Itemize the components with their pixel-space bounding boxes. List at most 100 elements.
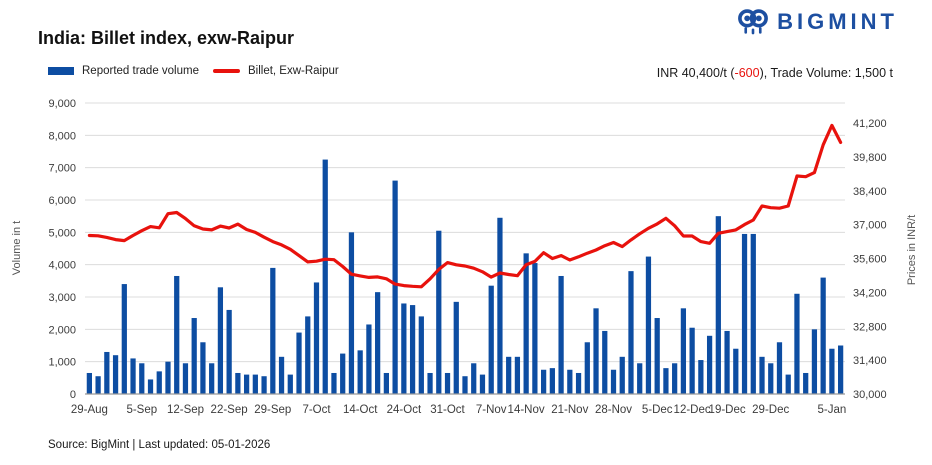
- svg-text:3,000: 3,000: [48, 292, 76, 304]
- volume-bar[interactable]: [672, 363, 678, 394]
- volume-bar[interactable]: [357, 350, 363, 394]
- volume-bar[interactable]: [409, 305, 416, 394]
- volume-bar[interactable]: [471, 363, 477, 394]
- volume-bar[interactable]: [768, 363, 774, 394]
- volume-bar[interactable]: [602, 330, 608, 394]
- volume-bar[interactable]: [331, 372, 337, 394]
- volume-bar[interactable]: [392, 180, 398, 394]
- volume-bar[interactable]: [829, 348, 835, 394]
- chart-title: India: Billet index, exw-Raipur: [38, 28, 295, 48]
- volume-bar[interactable]: [252, 374, 258, 394]
- volume-bar[interactable]: [139, 363, 145, 394]
- volume-bar[interactable]: [340, 353, 346, 394]
- volume-bar[interactable]: [724, 330, 730, 394]
- volume-bar[interactable]: [401, 303, 407, 394]
- volume-bar[interactable]: [418, 316, 424, 394]
- volume-bar[interactable]: [584, 342, 590, 394]
- volume-bar[interactable]: [549, 368, 555, 394]
- volume-bar[interactable]: [270, 267, 276, 394]
- volume-bar[interactable]: [453, 301, 459, 394]
- volume-bar[interactable]: [86, 372, 92, 394]
- price-summary: INR 40,400/t (-600), Trade Volume: 1,500…: [657, 66, 893, 80]
- volume-bar[interactable]: [610, 369, 617, 394]
- volume-bar[interactable]: [811, 329, 818, 394]
- svg-text:39,800: 39,800: [853, 152, 887, 164]
- price-line[interactable]: [87, 123, 843, 289]
- volume-bar[interactable]: [645, 256, 652, 394]
- svg-text:30,000: 30,000: [853, 389, 887, 401]
- volume-bar[interactable]: [794, 293, 800, 394]
- volume-bar[interactable]: [750, 233, 756, 394]
- volume-bar[interactable]: [200, 342, 206, 394]
- volume-bar[interactable]: [532, 263, 538, 394]
- volume-bar[interactable]: [619, 356, 625, 394]
- svg-text:22-Sep: 22-Sep: [211, 404, 248, 416]
- volume-bar[interactable]: [637, 363, 643, 394]
- volume-bar[interactable]: [165, 361, 171, 394]
- volume-bar[interactable]: [436, 230, 442, 394]
- volume-bar[interactable]: [654, 318, 660, 394]
- volume-bar[interactable]: [182, 363, 189, 394]
- volume-bar[interactable]: [715, 216, 721, 394]
- volume-bar[interactable]: [383, 372, 389, 394]
- volume-bar[interactable]: [628, 271, 634, 394]
- volume-bar[interactable]: [514, 356, 521, 394]
- volume-bar[interactable]: [803, 372, 809, 394]
- volume-bar[interactable]: [462, 376, 468, 394]
- svg-text:0: 0: [70, 389, 76, 401]
- volume-bar[interactable]: [558, 275, 564, 394]
- volume-bar[interactable]: [296, 332, 302, 394]
- volume-bar[interactable]: [497, 217, 503, 394]
- volume-bar[interactable]: [680, 308, 687, 394]
- volume-bar[interactable]: [191, 318, 197, 394]
- volume-bar[interactable]: [838, 345, 844, 395]
- volume-bar[interactable]: [348, 232, 355, 394]
- volume-bar[interactable]: [820, 277, 826, 394]
- volume-bar[interactable]: [567, 369, 573, 394]
- volume-bar[interactable]: [427, 372, 433, 394]
- volume-bar[interactable]: [235, 372, 241, 394]
- volume-bar[interactable]: [121, 284, 127, 394]
- volume-bar[interactable]: [261, 376, 267, 394]
- volume-bar[interactable]: [689, 327, 695, 394]
- legend-item-trade-volume[interactable]: Reported trade volume: [48, 65, 199, 77]
- volume-bar[interactable]: [506, 356, 512, 394]
- volume-bar[interactable]: [698, 360, 704, 394]
- volume-bar[interactable]: [523, 253, 529, 394]
- volume-bar[interactable]: [785, 374, 791, 394]
- legend-item-billet-price[interactable]: Billet, Exw-Raipur: [212, 65, 339, 77]
- volume-bar[interactable]: [243, 374, 250, 394]
- volume-bar[interactable]: [226, 309, 232, 394]
- volume-bar[interactable]: [112, 355, 119, 394]
- volume-bar[interactable]: [663, 368, 669, 394]
- volume-bar[interactable]: [156, 371, 162, 394]
- volume-bar[interactable]: [776, 342, 783, 394]
- volume-bar[interactable]: [541, 369, 547, 394]
- volume-bar[interactable]: [488, 285, 494, 394]
- volume-bar[interactable]: [287, 374, 293, 394]
- volume-bar[interactable]: [741, 233, 748, 394]
- volume-bar[interactable]: [706, 335, 713, 394]
- volume-bar[interactable]: [130, 358, 136, 394]
- volume-bar[interactable]: [375, 292, 381, 394]
- volume-bar[interactable]: [444, 372, 451, 394]
- volume-bar[interactable]: [366, 324, 372, 394]
- volume-bar[interactable]: [305, 316, 311, 394]
- volume-bar[interactable]: [95, 376, 101, 394]
- volume-bar[interactable]: [209, 363, 215, 394]
- volume-bar[interactable]: [575, 372, 582, 394]
- volume-bar[interactable]: [322, 159, 328, 394]
- volume-bar[interactable]: [733, 348, 739, 394]
- volume-bar[interactable]: [147, 379, 154, 394]
- svg-text:14-Oct: 14-Oct: [343, 404, 378, 416]
- volume-bar[interactable]: [217, 287, 224, 394]
- volume-bar[interactable]: [759, 356, 765, 394]
- volume-bar[interactable]: [104, 351, 110, 394]
- volume-bars[interactable]: [86, 159, 844, 395]
- volume-bar[interactable]: [313, 282, 320, 394]
- volume-bar[interactable]: [174, 275, 180, 394]
- volume-bar[interactable]: [593, 308, 599, 394]
- volume-bar[interactable]: [479, 374, 486, 394]
- volume-bar[interactable]: [278, 356, 285, 394]
